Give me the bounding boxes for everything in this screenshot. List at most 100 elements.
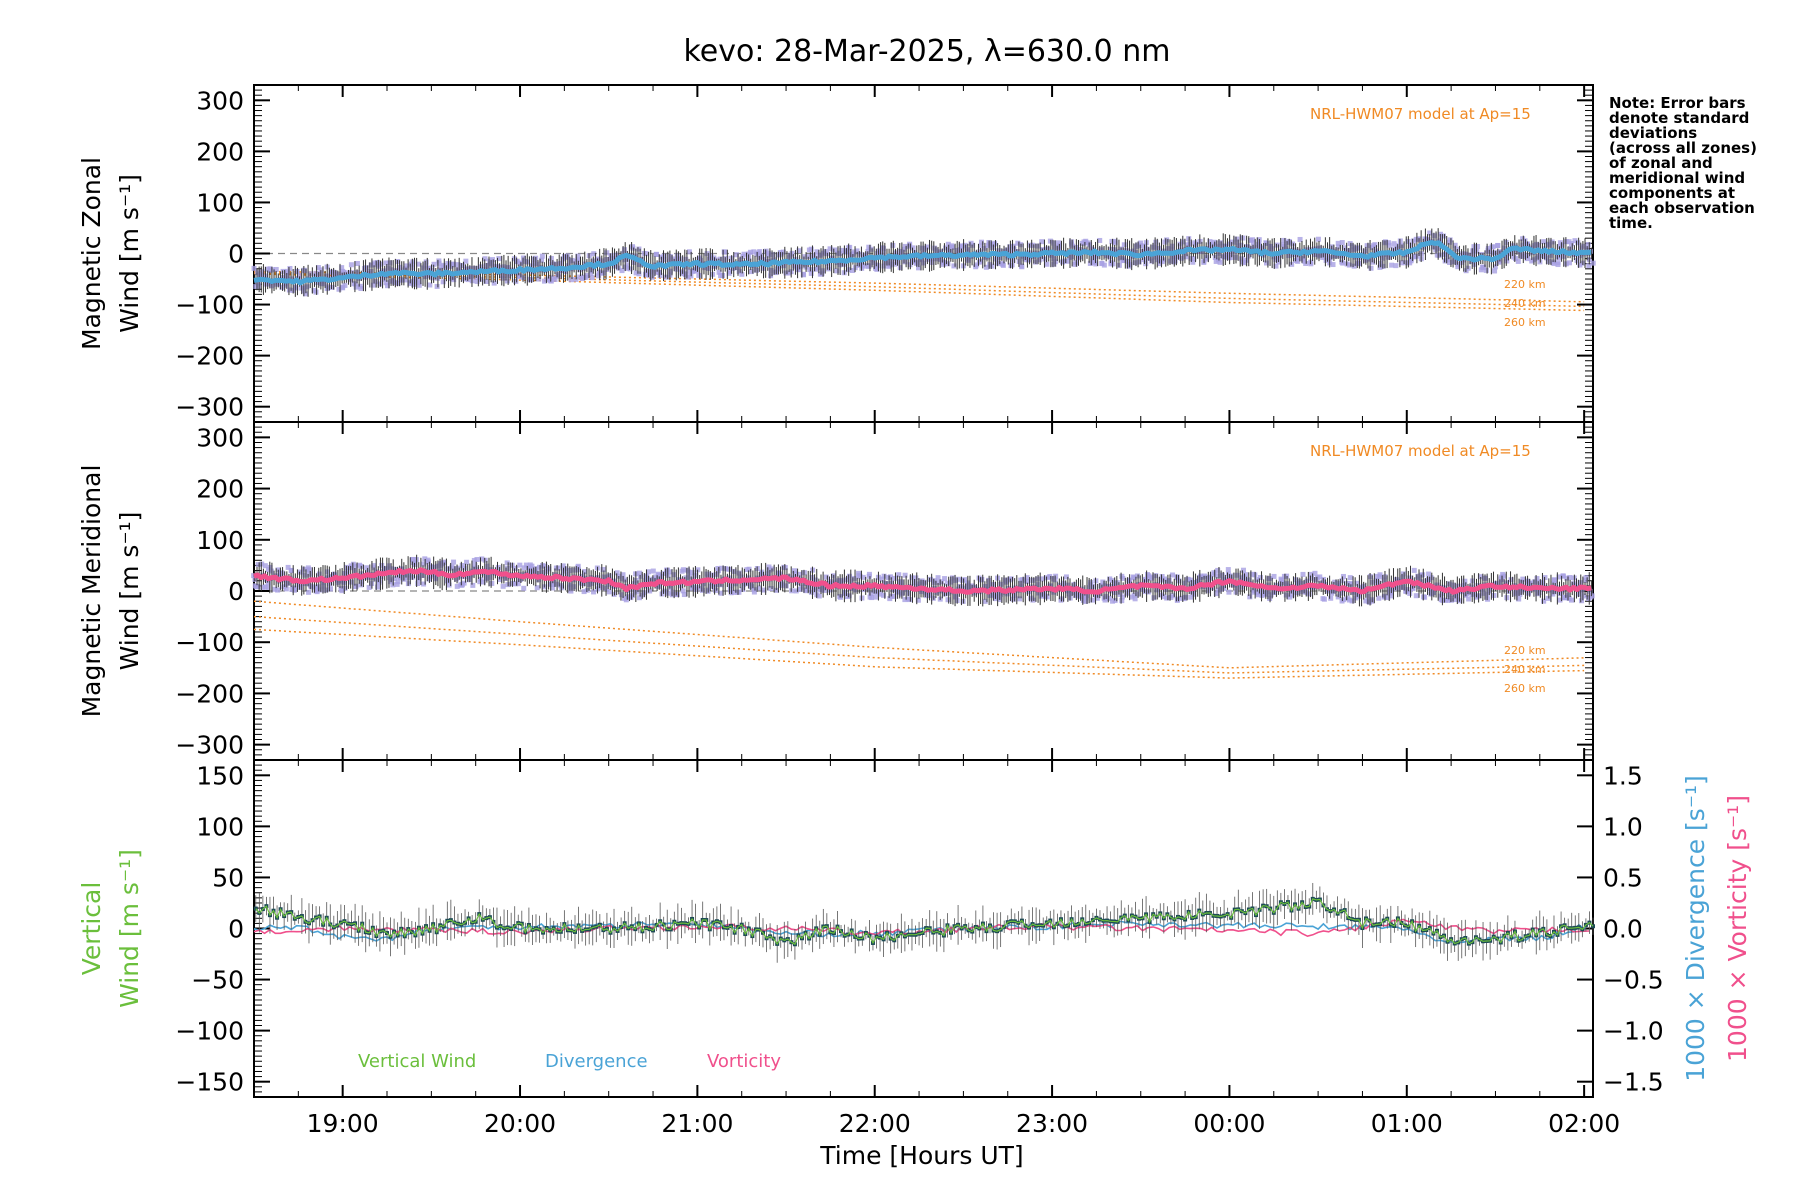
scatter-point <box>1164 595 1170 601</box>
scatter-point <box>1555 260 1561 266</box>
scatter-point <box>686 249 692 255</box>
scatter-point <box>1524 256 1530 262</box>
scatter-point <box>580 581 586 587</box>
scatter-point <box>1243 578 1249 584</box>
scatter-point <box>536 564 542 570</box>
scatter-point <box>757 249 763 255</box>
scatter-point <box>1131 575 1137 581</box>
scatter-point <box>1191 256 1197 262</box>
scatter-point <box>1388 589 1394 595</box>
scatter-point <box>298 584 304 590</box>
scatter-point <box>949 243 955 249</box>
note-line: denote standard <box>1609 109 1749 127</box>
scatter-point <box>1411 238 1417 244</box>
scatter-point <box>328 574 334 580</box>
y2-tick-label: −1.0 <box>1603 1017 1664 1046</box>
y-tick-label: 0 <box>228 915 244 944</box>
scatter-point <box>489 580 495 586</box>
scatter-point <box>1121 242 1127 248</box>
scatter-point <box>838 577 844 583</box>
y-tick-label: −50 <box>191 966 244 995</box>
scatter-point <box>781 263 787 269</box>
scatter-point <box>389 566 395 572</box>
scatter-point <box>1562 595 1568 601</box>
scatter-point <box>1330 262 1336 268</box>
scatter-point <box>1389 586 1395 592</box>
scatter-point <box>265 580 271 586</box>
scatter-point <box>1338 590 1344 596</box>
scatter-point <box>251 573 257 579</box>
scatter-point <box>935 580 941 586</box>
y-tick-label: 300 <box>196 86 244 115</box>
scatter-point <box>470 582 476 588</box>
scatter-point <box>1083 598 1089 604</box>
scatter-point <box>279 284 285 290</box>
y2-axis-title-vorticity: 1000 × Vorticity [s⁻¹] <box>1723 795 1752 1062</box>
scatter-point <box>283 586 289 592</box>
scatter-point <box>622 257 628 263</box>
scatter-point <box>1386 242 1392 248</box>
scatter-point <box>445 578 451 584</box>
y-tick-label: −200 <box>175 679 244 708</box>
scatter-point <box>1447 259 1453 265</box>
scatter-point <box>541 278 547 284</box>
scatter-point <box>1368 265 1374 271</box>
scatter-point <box>608 253 614 259</box>
scatter-point <box>1164 237 1170 243</box>
scatter-point <box>474 557 480 563</box>
scatter-point <box>768 273 774 279</box>
scatter-point <box>761 587 767 593</box>
scatter-point <box>625 265 631 271</box>
scatter-point <box>1336 244 1342 250</box>
scatter-point <box>1256 241 1262 247</box>
scatter-point <box>588 271 594 277</box>
scatter-point <box>427 573 433 579</box>
scatter-point <box>987 592 993 598</box>
scatter-point <box>915 583 921 589</box>
scatter-point <box>706 266 712 272</box>
y-tick-label: −300 <box>175 393 244 422</box>
scatter-point <box>921 260 927 266</box>
scatter-point <box>974 262 980 268</box>
scatter-point <box>411 281 417 287</box>
scatter-point <box>1281 237 1287 243</box>
scatter-point <box>1321 596 1327 602</box>
scatter-point <box>849 268 855 274</box>
scatter-point <box>896 572 902 578</box>
scatter-point <box>1432 233 1438 239</box>
scatter-point <box>932 578 938 584</box>
scatter-point <box>1153 573 1159 579</box>
zonal-wind-panel: 300 200 100 0 −100 −200 −300 Magnetic Zonal Wind… <box>77 84 1596 423</box>
scatter-point <box>1476 593 1482 599</box>
scatter-point <box>539 253 545 259</box>
scatter-point <box>970 242 976 248</box>
scatter-point <box>789 588 795 594</box>
scatter-point <box>1339 240 1345 246</box>
scatter-point <box>1386 240 1392 246</box>
scatter-point <box>1466 596 1472 602</box>
scatter-point <box>1394 585 1400 591</box>
scatter-point <box>1407 575 1413 581</box>
scatter-point <box>327 586 333 592</box>
scatter-point <box>866 571 872 577</box>
y-tick-label: 100 <box>196 188 244 217</box>
scatter-point <box>376 578 382 584</box>
scatter-point <box>1087 260 1093 266</box>
scatter-point <box>534 585 540 591</box>
scatter-point <box>573 276 579 282</box>
scatter-point <box>1477 574 1483 580</box>
scatter-point <box>1093 261 1099 267</box>
scatter-point <box>1234 236 1240 242</box>
scatter-point <box>1192 240 1198 246</box>
scatter-point <box>1211 239 1217 245</box>
scatter-point <box>930 256 936 262</box>
scatter-point <box>1369 597 1375 603</box>
scatter-point <box>881 573 887 579</box>
scatter-point <box>1110 598 1116 604</box>
scatter-point <box>441 262 447 268</box>
y-tick-label: 150 <box>196 761 244 790</box>
scatter-point <box>1317 245 1323 251</box>
scatter-point <box>868 591 874 597</box>
scatter-point <box>268 568 274 574</box>
scatter-point <box>661 257 667 263</box>
